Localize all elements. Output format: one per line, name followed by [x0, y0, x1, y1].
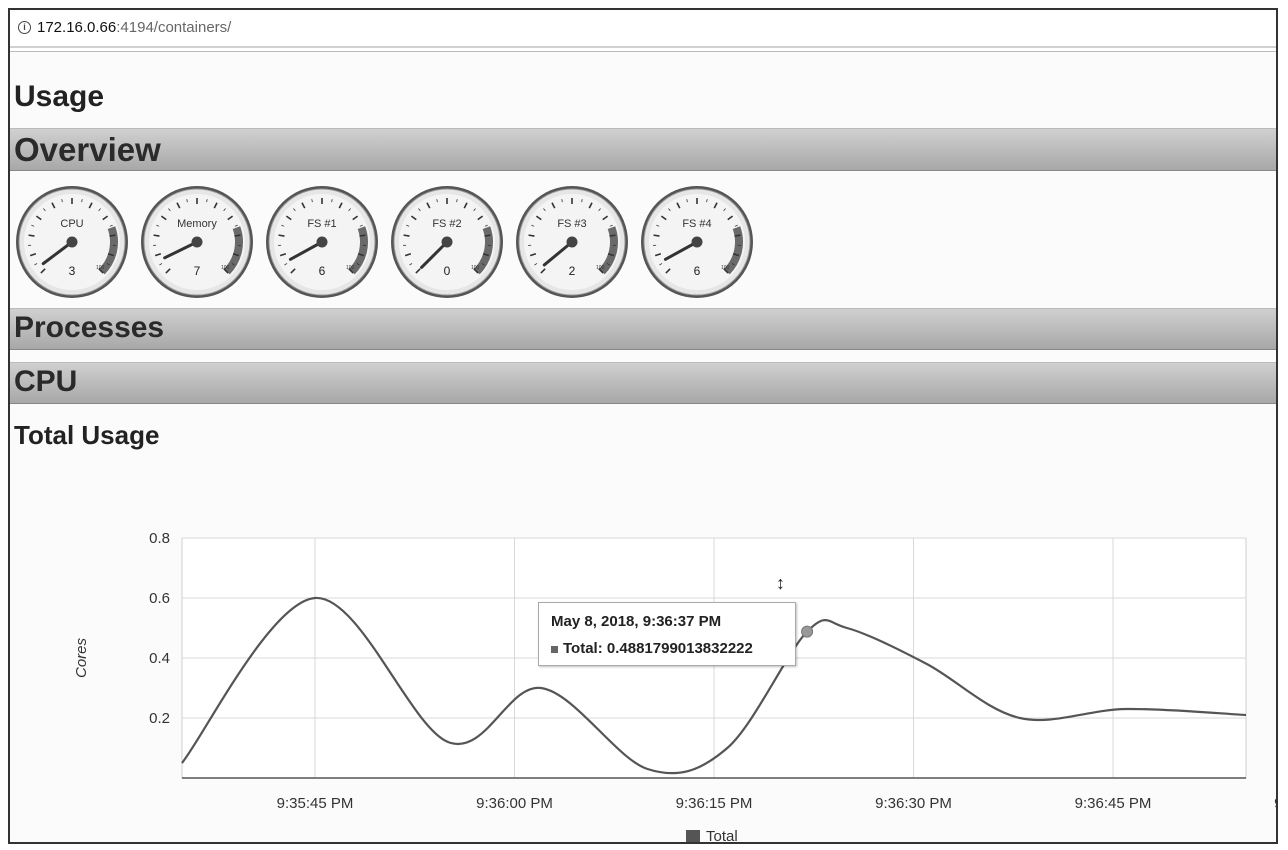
gauge-dial: 100: [141, 186, 253, 298]
gauge-label: FS #4: [682, 218, 712, 230]
gauge-dial: 100: [516, 186, 628, 298]
section-overview-title: Overview: [14, 131, 161, 168]
browser-window: i 172.16.0.66:4194/containers/ Usage Ove…: [8, 8, 1278, 844]
cpu-total-usage-chart[interactable]: 0.2 0.4 0.6 0.8 9:35:45 PM 9:36:00 PM 9:36:15 …: [10, 510, 1278, 844]
gauge-dial: 100: [16, 186, 128, 298]
y-tick-label: 0.2: [149, 710, 170, 727]
gauge-value: 2: [568, 264, 576, 278]
gauge-fs-1: 100 FS #1 6: [264, 184, 380, 300]
x-tick-label: 9:36:15 PM: [676, 795, 753, 812]
tooltip-value: Total: 0.4881799013832222: [551, 640, 753, 657]
x-tick-label: 9:36:30 PM: [875, 795, 952, 812]
tooltip-swatch: [551, 645, 558, 653]
gauge-label: Memory: [177, 218, 217, 230]
legend-label-total: Total: [706, 828, 738, 844]
x-tick-label: 9:37:00 PM: [1274, 795, 1278, 812]
gauge-value: 6: [693, 264, 701, 278]
gauge-fs-2: 100 FS #2 0: [389, 184, 505, 300]
svg-text:100: 100: [471, 265, 480, 271]
section-processes[interactable]: Processes: [10, 308, 1276, 350]
chart-svg[interactable]: 0.2 0.4 0.6 0.8 9:35:45 PM 9:36:00 PM 9:36:15 …: [10, 510, 1278, 844]
gauge-fs-4: 100 FS #4 6: [639, 184, 755, 300]
x-tick-label: 9:35:45 PM: [277, 795, 354, 812]
gauge-cpu: 100 CPU 3: [14, 184, 130, 300]
gauge-label: FS #1: [307, 218, 337, 230]
svg-text:100: 100: [96, 265, 105, 271]
gauge-label: FS #2: [432, 218, 462, 230]
section-cpu-title: CPU: [14, 365, 78, 398]
gauge-fs-3: 100 FS #3 2: [514, 184, 630, 300]
highlight-point: [801, 625, 814, 638]
section-processes-title: Processes: [14, 311, 165, 344]
y-tick-label: 0.8: [149, 530, 170, 547]
svg-text:100: 100: [346, 265, 355, 271]
total-usage-title: Total Usage: [14, 420, 160, 450]
address-bar-divider: [10, 46, 1276, 48]
gauge-value: 3: [68, 264, 76, 278]
chart-tooltip: May 8, 2018, 9:36:37 PM Total: 0.4881799…: [538, 602, 796, 666]
x-tick-label: 9:36:45 PM: [1075, 795, 1152, 812]
x-tick-label: 9:36:00 PM: [476, 795, 553, 812]
address-bar[interactable]: i 172.16.0.66:4194/containers/: [10, 10, 1276, 52]
url-text[interactable]: 172.16.0.66:4194/containers/: [37, 19, 231, 36]
svg-text:100: 100: [596, 265, 605, 271]
gauge-value: 7: [193, 264, 201, 278]
tooltip-value-text: Total: 0.4881799013832222: [563, 640, 753, 657]
gauge-dial: 100: [266, 186, 378, 298]
legend-swatch-total: [686, 830, 700, 842]
gauge-dial: 100: [391, 186, 503, 298]
y-tick-label: 0.6: [149, 590, 170, 607]
y-tick-label: 0.4: [149, 650, 170, 667]
gauge-dial: 100: [641, 186, 753, 298]
url-host: 172.16.0.66: [37, 19, 117, 36]
gauge-value: 0: [443, 264, 451, 278]
gauge-label: CPU: [60, 218, 84, 230]
svg-text:100: 100: [721, 265, 730, 271]
y-axis-label: Cores: [73, 637, 90, 678]
info-icon[interactable]: i: [18, 21, 31, 34]
section-cpu[interactable]: CPU: [10, 362, 1276, 404]
section-overview: Overview: [10, 128, 1276, 171]
series-line-total: [181, 596, 1247, 775]
gauge-label: FS #3: [557, 218, 587, 230]
svg-text:100: 100: [221, 265, 230, 271]
gauge-value: 6: [318, 264, 326, 278]
resize-cursor-icon: ↕: [776, 573, 785, 593]
page-title: Usage: [14, 80, 105, 113]
gauge-memory: 100 Memory 7: [139, 184, 255, 300]
tooltip-time: May 8, 2018, 9:36:37 PM: [551, 613, 722, 630]
url-path: :4194/containers/: [116, 19, 232, 36]
